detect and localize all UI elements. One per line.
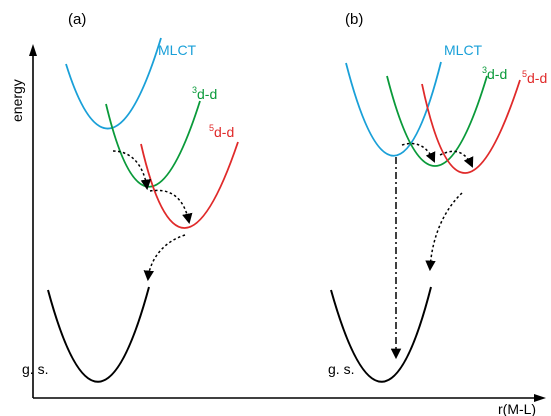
panel-a-ground-curve	[47, 286, 150, 383]
panel-b-mlct-label: MLCT	[444, 42, 483, 58]
panel-b-triplet-curve	[386, 75, 488, 167]
panel-b-mlct-curve	[345, 61, 442, 157]
x-axis-arrowhead	[534, 394, 546, 402]
panel-b-arrow-quintet-to-ground	[425, 192, 463, 272]
panel-a-quintet-curve	[140, 141, 239, 229]
panel-a-triplet-label: 3d-d	[192, 85, 217, 102]
panel-a-label: (a)	[68, 11, 86, 28]
panel-b-ground-curve	[330, 286, 432, 383]
panel-a-arrow-triplet-to-quintet	[149, 189, 193, 225]
panel-a-mlct-label: MLCT	[158, 42, 197, 58]
panel-b-quintet-curve	[421, 79, 521, 174]
panel-b-arrow-mlct-to-triplet	[401, 142, 436, 163]
panel-b-label: (b)	[345, 11, 363, 28]
panel-a-ground-label: g. s.	[22, 361, 48, 377]
panel-a-mlct-curve	[65, 37, 162, 130]
panel-a-arrow-quintet-to-ground	[143, 234, 186, 282]
panel-a: (a) MLCT 3d-d 5d-d g. s.	[22, 11, 239, 383]
y-axis-arrowhead	[29, 44, 37, 56]
panel-b-triplet-label: 3d-d	[482, 65, 507, 82]
panel-a-arrow-mlct-to-triplet	[112, 150, 152, 191]
x-axis-label: r(M-L)	[498, 401, 536, 416]
panel-a-quintet-label: 5d-d	[209, 123, 234, 140]
panel-b-quintet-label: 5d-d	[522, 69, 547, 86]
panel-b: (b) MLCT 3d-d 5d-d g. s.	[328, 11, 547, 383]
panel-b-ground-label: g. s.	[328, 361, 354, 377]
panel-b-arrow-triplet-to-quintet	[439, 150, 474, 168]
y-axis-label: energy	[9, 79, 25, 122]
panel-a-triplet-curve	[105, 100, 201, 188]
